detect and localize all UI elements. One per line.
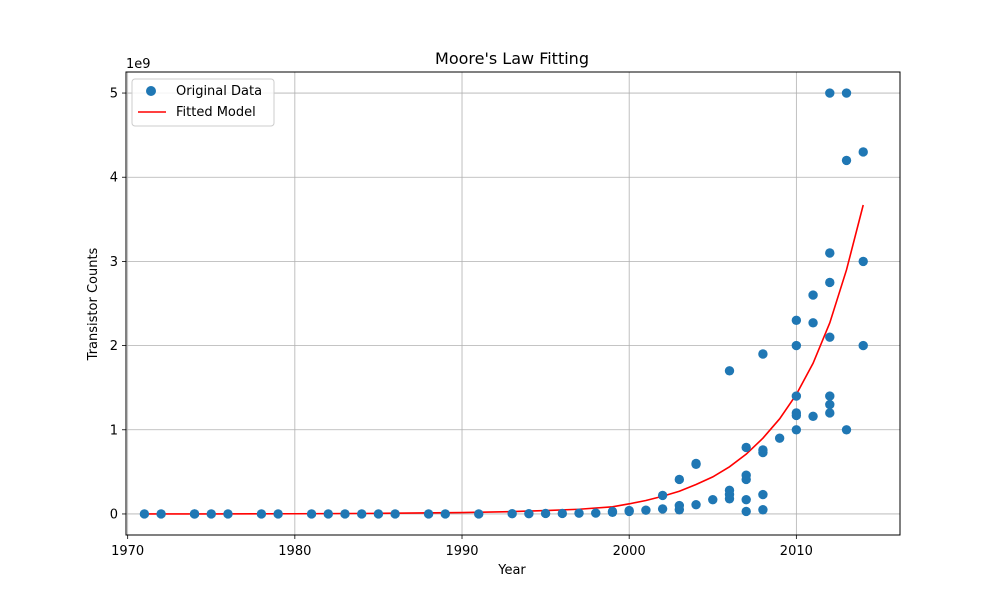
y-tick-label: 3 <box>110 255 118 270</box>
data-point <box>774 433 785 443</box>
data-point <box>139 509 150 519</box>
data-point <box>423 509 434 519</box>
x-tick-label: 2010 <box>780 544 813 559</box>
data-point <box>340 509 350 519</box>
data-point <box>507 509 517 519</box>
data-point <box>390 509 400 519</box>
y-tick-label: 1 <box>110 423 118 438</box>
y-tick-label: 4 <box>110 171 118 186</box>
x-tick-label: 1980 <box>278 544 311 559</box>
data-point <box>825 399 835 410</box>
x-tick-label: 1990 <box>445 544 478 559</box>
data-point <box>825 248 835 258</box>
data-point <box>791 408 802 418</box>
legend-marker-original-data <box>146 86 156 96</box>
y-tick-label: 2 <box>110 339 118 354</box>
data-point <box>591 508 601 518</box>
data-point <box>691 499 701 510</box>
data-point <box>808 290 818 300</box>
data-point <box>791 425 802 435</box>
data-point <box>825 88 835 98</box>
x-axis-ticks: 1970 1980 1990 2000 2010 <box>111 535 813 559</box>
data-point <box>758 489 768 500</box>
plot-frame <box>125 71 901 536</box>
data-point <box>724 485 735 496</box>
data-point <box>741 470 751 480</box>
legend: Original Data Fitted Model <box>131 78 275 127</box>
data-point <box>841 425 852 435</box>
data-point <box>557 508 568 519</box>
data-point <box>540 508 551 519</box>
data-point <box>808 411 818 421</box>
data-point <box>741 494 751 505</box>
data-point <box>189 509 200 519</box>
data-point <box>758 349 768 359</box>
legend-box <box>131 78 275 127</box>
data-point <box>373 509 384 519</box>
data-point <box>657 504 668 514</box>
y-tick-label: 5 <box>110 87 118 102</box>
data-point <box>791 315 802 326</box>
data-point <box>691 458 701 469</box>
data-point <box>524 509 534 519</box>
data-point <box>206 509 216 519</box>
data-point <box>708 494 718 505</box>
data-point <box>808 318 818 328</box>
data-point <box>758 505 768 515</box>
data-point <box>474 509 484 519</box>
data-point <box>825 408 835 418</box>
data-point <box>323 509 333 519</box>
data-point <box>858 256 868 267</box>
data-point <box>741 442 751 453</box>
legend-label-original-data: Original Data <box>176 84 262 99</box>
data-point <box>724 366 735 376</box>
data-point <box>858 147 868 157</box>
legend-label-fitted-model: Fitted Model <box>176 105 256 120</box>
y-tick-label: 0 <box>110 507 118 522</box>
data-point <box>657 490 668 501</box>
data-point <box>256 509 267 519</box>
data-point <box>741 506 751 517</box>
data-point <box>306 509 317 519</box>
y-axis-label: Transistor Counts <box>86 247 101 361</box>
y-axis-ticks: 0 1 2 3 4 5 <box>110 87 126 522</box>
data-point <box>440 509 450 519</box>
data-point <box>223 509 233 519</box>
data-point <box>791 340 802 351</box>
x-axis-label: Year <box>497 563 526 578</box>
data-point <box>156 509 166 519</box>
data-point <box>858 340 868 351</box>
x-tick-label: 1970 <box>111 544 144 559</box>
data-point <box>574 508 584 518</box>
plot-area <box>125 71 901 536</box>
data-point <box>641 505 651 515</box>
x-tick-label: 2000 <box>613 544 646 559</box>
chart-title: Moore's Law Fitting <box>435 49 589 68</box>
data-point <box>674 474 685 485</box>
data-point <box>825 332 835 342</box>
data-point <box>825 277 835 288</box>
data-point <box>841 155 852 166</box>
y-scale-label: 1e9 <box>126 57 151 72</box>
data-point <box>825 391 835 401</box>
data-point <box>624 505 634 516</box>
data-point <box>791 391 802 401</box>
data-point <box>273 509 283 519</box>
data-point <box>357 509 367 519</box>
data-point <box>841 88 852 98</box>
data-point <box>758 445 768 455</box>
scatter-layer <box>139 88 868 519</box>
data-point <box>607 506 618 517</box>
data-point <box>674 500 685 511</box>
